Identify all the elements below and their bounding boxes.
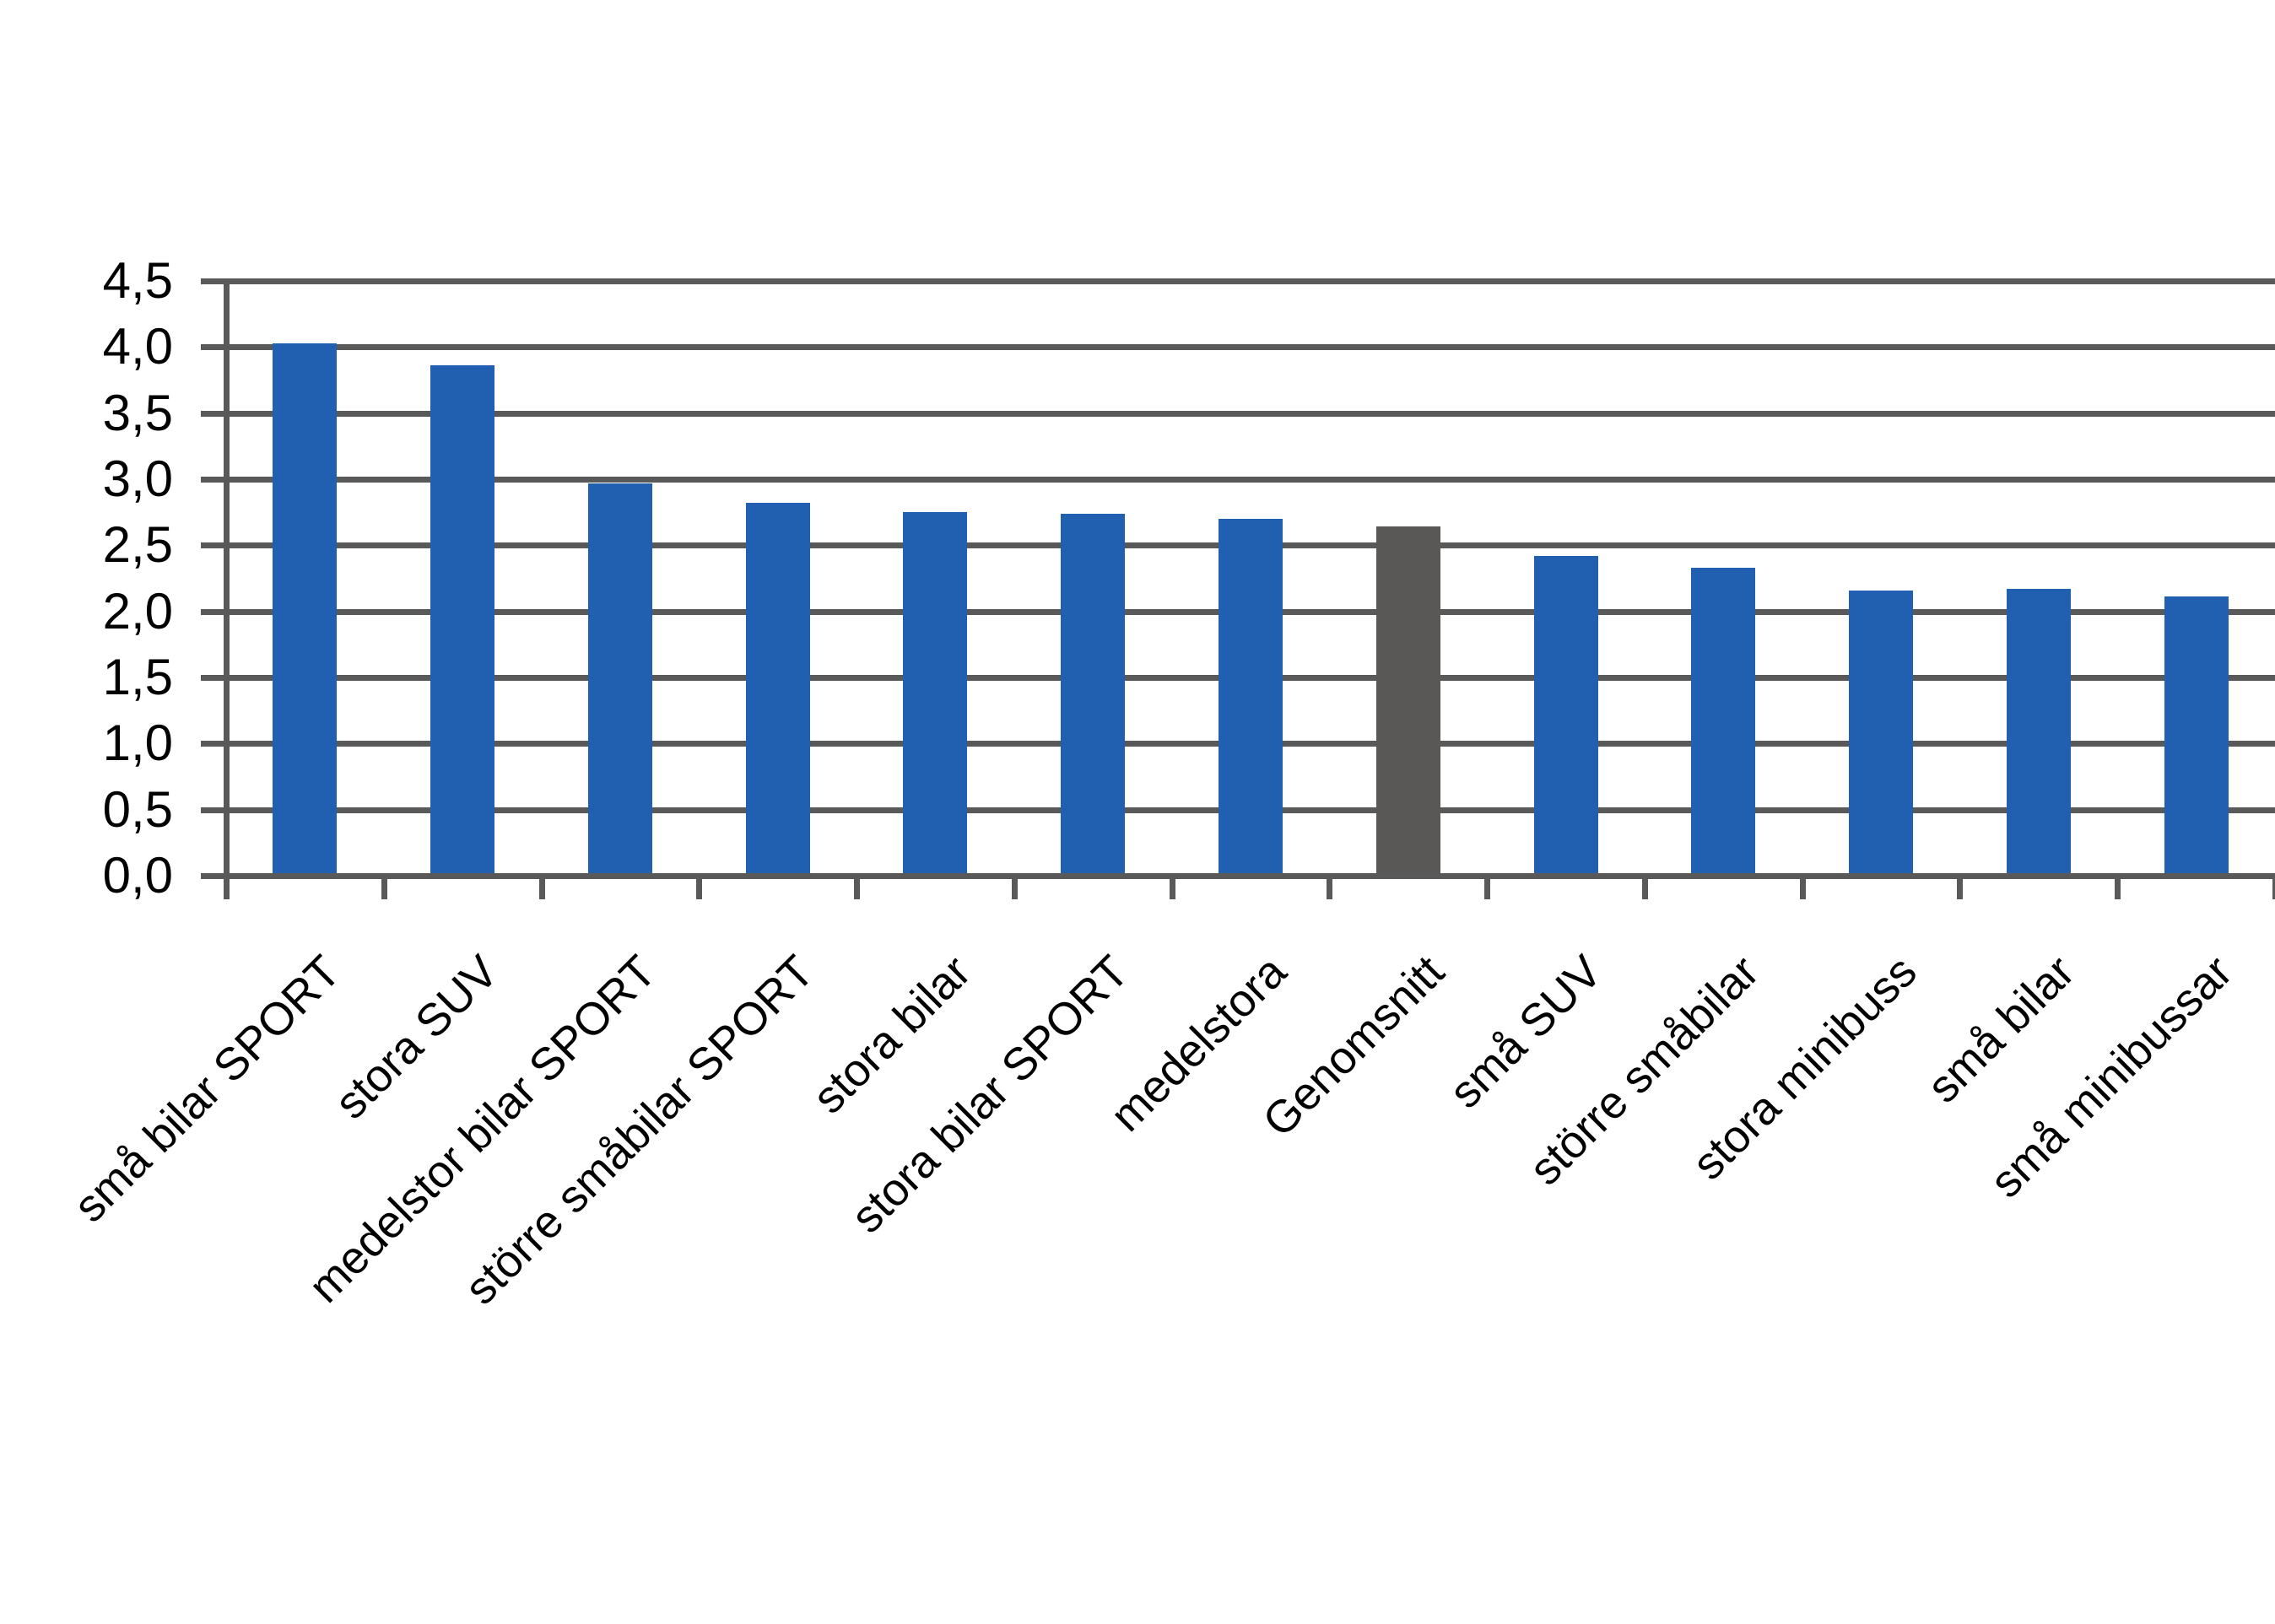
y-axis-tick <box>201 410 226 417</box>
bar <box>1219 519 1283 876</box>
y-axis-tick <box>201 741 226 747</box>
y-axis-line <box>224 281 230 899</box>
bar <box>1533 555 1598 876</box>
y-axis-tick-label: 2,0 <box>102 582 173 639</box>
bar <box>1375 526 1440 876</box>
y-axis-tick <box>201 675 226 681</box>
y-axis-tick-label: 1,5 <box>102 649 173 705</box>
bar <box>903 512 968 876</box>
x-axis-tick <box>2115 876 2121 899</box>
y-axis-tick-label: 4,5 <box>102 252 173 309</box>
x-axis-tick <box>1484 876 1491 899</box>
bar <box>1849 590 1914 876</box>
y-axis-tick-label: 1,0 <box>102 715 173 772</box>
x-axis-tick <box>224 876 230 899</box>
x-axis-tick <box>696 876 703 899</box>
gridline <box>226 278 2275 284</box>
x-axis-tick <box>1957 876 1964 899</box>
y-axis-tick <box>201 344 226 351</box>
bar <box>2006 589 2071 876</box>
y-axis-tick <box>201 542 226 549</box>
bar <box>2164 596 2229 876</box>
gridline <box>226 410 2275 417</box>
x-axis-tick <box>1327 876 1333 899</box>
gridline <box>226 477 2275 483</box>
x-axis-tick <box>538 876 545 899</box>
y-axis-tick <box>201 873 226 879</box>
x-axis-tick <box>1641 876 1648 899</box>
bar <box>1691 567 1756 876</box>
y-axis-tick-label: 2,5 <box>102 516 173 574</box>
y-axis-tick-label: 0,0 <box>102 847 173 904</box>
y-axis-tick-label: 4,0 <box>102 318 173 375</box>
y-axis-tick <box>201 477 226 483</box>
y-axis-tick <box>201 608 226 615</box>
x-axis-tick <box>1011 876 1018 899</box>
y-axis-tick-label: 3,0 <box>102 451 173 507</box>
x-axis-tick <box>1799 876 1806 899</box>
x-axis-tick <box>854 876 861 899</box>
bar <box>745 503 810 876</box>
x-axis-tick <box>381 876 387 899</box>
y-axis-tick-label: 3,5 <box>102 384 173 441</box>
bar <box>587 483 652 876</box>
x-axis-tick <box>2272 876 2275 899</box>
x-axis-tick <box>1169 876 1175 899</box>
y-axis-tick <box>201 807 226 813</box>
bar <box>1061 513 1126 876</box>
y-axis-tick-label: 0,5 <box>102 780 173 838</box>
bar <box>273 343 338 876</box>
y-axis-tick <box>201 278 226 284</box>
bar <box>430 365 495 876</box>
x-axis-line <box>226 873 2275 879</box>
gridline <box>226 344 2275 351</box>
